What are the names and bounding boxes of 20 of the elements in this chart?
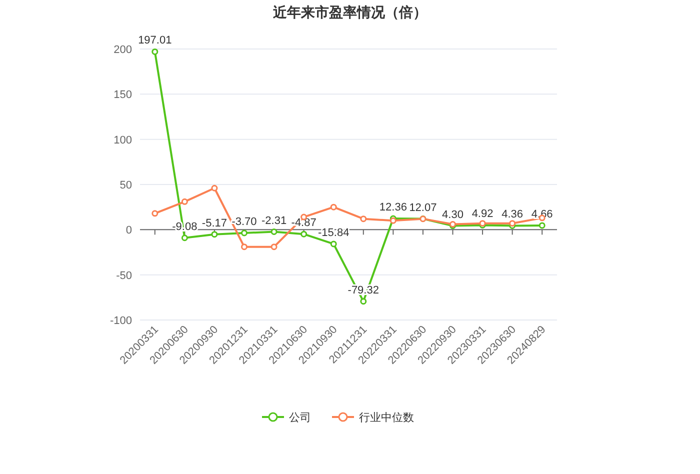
data-label: -5.17	[202, 217, 228, 230]
y-tick-label: 100	[114, 134, 132, 146]
y-tick-label: 0	[126, 224, 132, 237]
chart-title: 近年来市盈率情况（倍）	[272, 4, 427, 20]
data-label: -2.31	[261, 214, 287, 227]
data-label: 197.01	[138, 34, 172, 47]
y-tick-label: -50	[116, 270, 132, 282]
data-label: -15.84	[318, 226, 350, 239]
data-label: -3.70	[232, 216, 257, 228]
y-tick-label: -100	[110, 315, 132, 327]
y-tick-label: 50	[120, 180, 132, 192]
data-label: 4.30	[442, 208, 464, 221]
y-tick-label: 200	[114, 44, 132, 56]
data-label: 12.36	[379, 202, 407, 214]
legend-label: 行业中位数	[359, 411, 414, 424]
data-label: 4.92	[472, 208, 494, 220]
data-label: 12.07	[409, 202, 437, 214]
data-label: 4.36	[502, 208, 524, 221]
y-tick-label: 150	[114, 89, 132, 102]
legend-label: 公司	[289, 412, 311, 424]
